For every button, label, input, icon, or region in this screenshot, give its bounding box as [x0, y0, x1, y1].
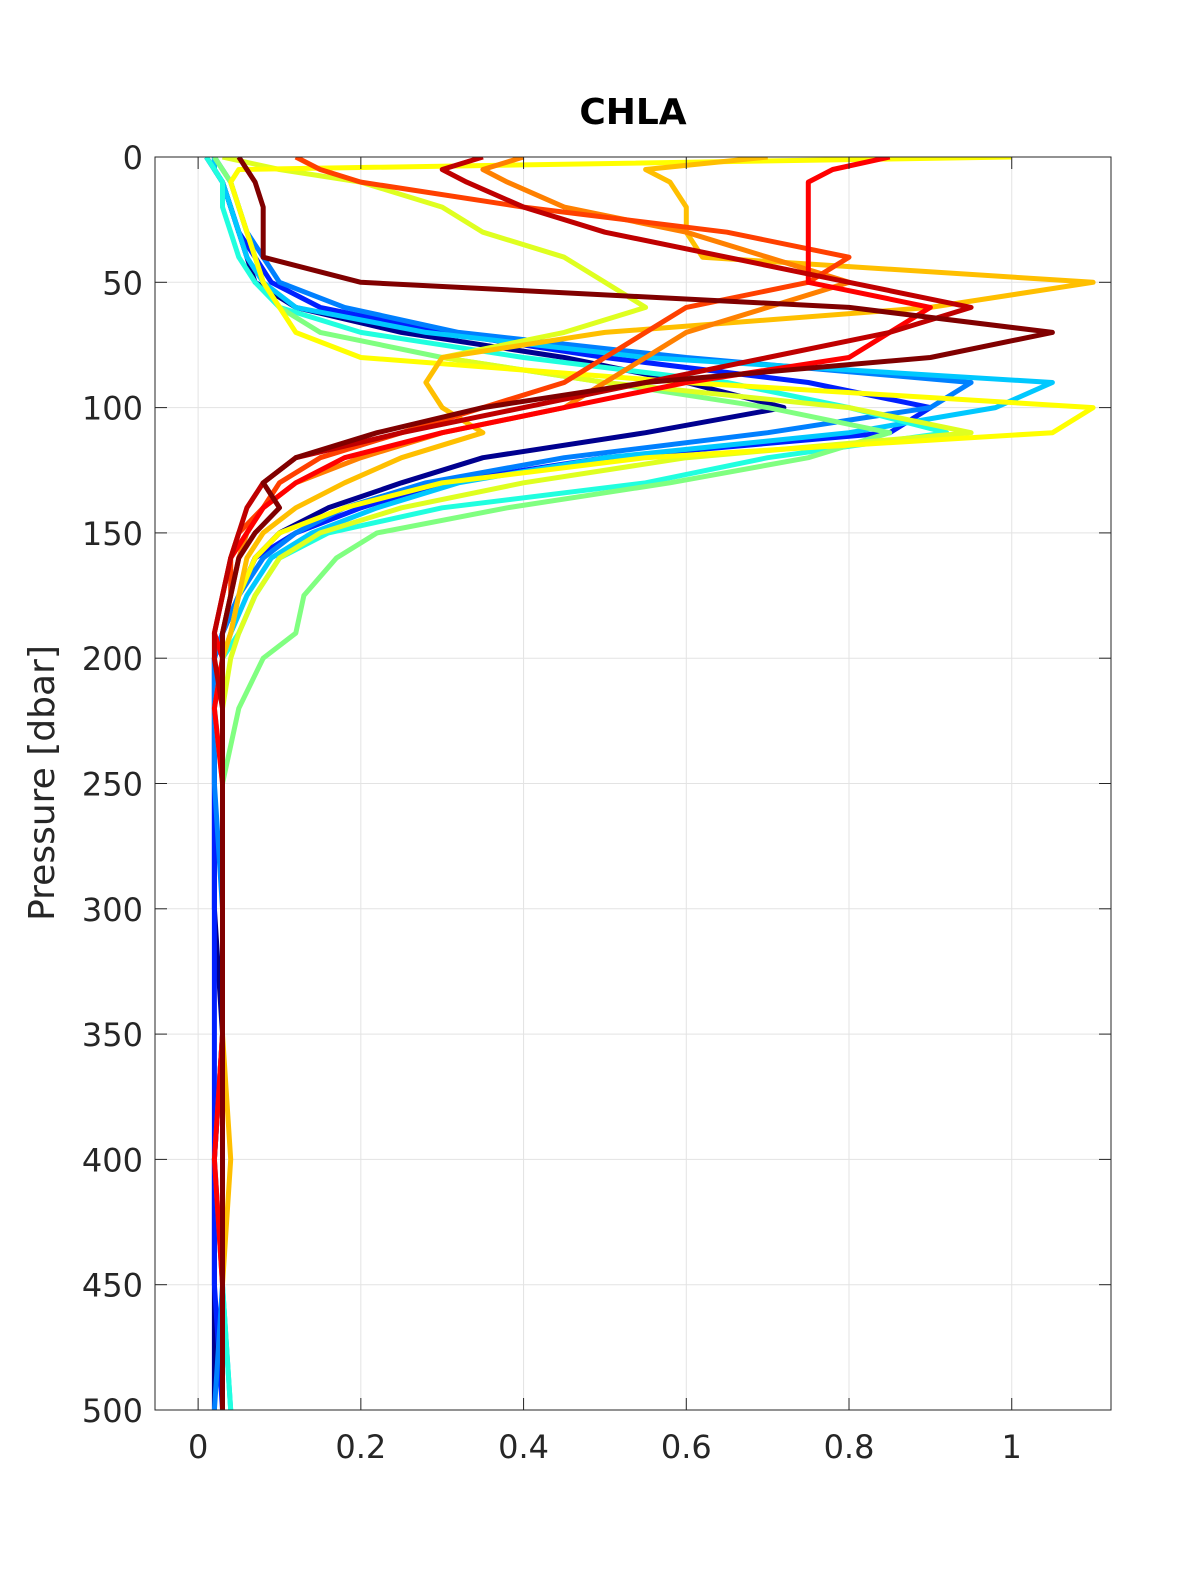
chart-title: CHLA	[579, 92, 686, 133]
y-tick-label: 350	[82, 1016, 143, 1054]
x-tick-label: 0.4	[498, 1428, 549, 1466]
ticks: 0 0.2 0.4 0.6 0.8 1 0 50 100 150 200 250 300 350 400 45…	[82, 139, 1111, 1466]
lines	[204, 157, 1096, 1410]
y-tick-label: 300	[82, 891, 143, 929]
profile-line	[220, 157, 1055, 1410]
x-tick-label: 1	[1002, 1428, 1022, 1466]
x-tick-label: 0	[188, 1428, 208, 1466]
y-tick-label: 200	[82, 640, 143, 678]
y-tick-label: 250	[82, 766, 143, 804]
x-tick-label: 0.8	[824, 1428, 875, 1466]
x-tick-label: 0.6	[661, 1428, 712, 1466]
y-tick-label: 150	[82, 515, 143, 553]
y-tick-label: 450	[82, 1267, 143, 1305]
y-tick-label: 50	[102, 264, 143, 302]
y-tick-label: 400	[82, 1141, 143, 1179]
y-tick-label: 100	[82, 390, 143, 428]
y-tick-label: 500	[82, 1392, 143, 1430]
y-tick-label: 0	[123, 139, 143, 177]
y-axis-label: Pressure [dbar]	[22, 645, 63, 921]
x-tick-label: 0.2	[335, 1428, 386, 1466]
grid	[155, 156, 1111, 1411]
profile-line	[211, 157, 974, 1410]
